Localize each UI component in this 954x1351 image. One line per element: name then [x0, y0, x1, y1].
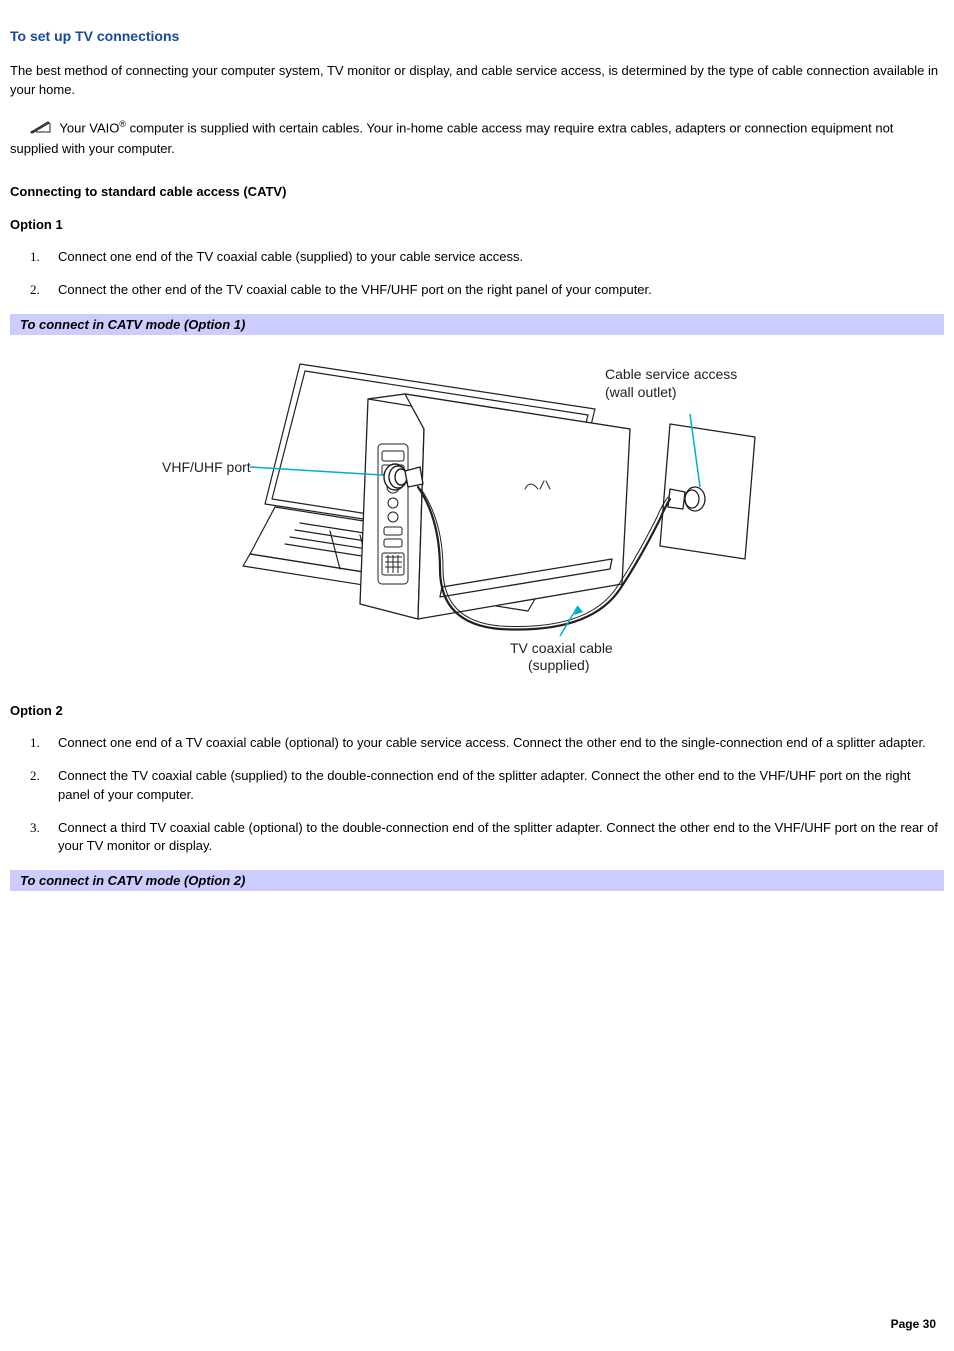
- option1-list: 1. Connect one end of the TV coaxial cabl…: [10, 248, 944, 300]
- list-item: 3.Connect a third TV coaxial cable (opti…: [58, 819, 944, 857]
- diagram-caption-1: To connect in CATV mode (Option 1): [10, 314, 944, 335]
- list-number: 1.: [30, 734, 40, 753]
- list-text: Connect a third TV coaxial cable (option…: [58, 820, 938, 854]
- option1-heading: Option 1: [10, 217, 944, 232]
- diagram1: VHF/UHF port Cable service access (wall …: [130, 339, 824, 674]
- intro-paragraph: The best method of connecting your compu…: [10, 62, 944, 100]
- section-title: To set up TV connections: [10, 28, 944, 44]
- list-item: 1.Connect one end of a TV coaxial cable …: [58, 734, 944, 753]
- option2-list: 1. Connect one end of a TV coaxial cable …: [10, 734, 944, 856]
- registered-mark: ®: [119, 119, 126, 129]
- list-item: 2.Connect the TV coaxial cable (supplied…: [58, 767, 944, 805]
- list-text: Connect the TV coaxial cable (supplied) …: [58, 768, 911, 802]
- page-number: Page 30: [891, 1317, 936, 1331]
- note-paragraph: Your VAIO® computer is supplied with cer…: [10, 118, 944, 159]
- diagram-label-vhf: VHF/UHF port: [162, 459, 251, 475]
- list-item: 2.Connect the other end of the TV coaxia…: [58, 281, 944, 300]
- list-item: 1.Connect one end of the TV coaxial cabl…: [58, 248, 944, 267]
- list-number: 1.: [30, 248, 40, 267]
- list-number: 2.: [30, 281, 40, 300]
- note-text-prefix: Your VAIO: [56, 120, 119, 135]
- list-text: Connect one end of a TV coaxial cable (o…: [58, 735, 926, 750]
- note-text-suffix: computer is supplied with certain cables…: [10, 120, 893, 155]
- list-number: 2.: [30, 767, 40, 786]
- list-text: Connect one end of the TV coaxial cable …: [58, 249, 523, 264]
- diagram-caption-2: To connect in CATV mode (Option 2): [10, 870, 944, 891]
- option2-heading: Option 2: [10, 703, 944, 718]
- diagram-label-coax-l2: (supplied): [528, 657, 589, 673]
- catv-heading: Connecting to standard cable access (CAT…: [10, 184, 944, 199]
- list-text: Connect the other end of the TV coaxial …: [58, 282, 652, 297]
- note-icon: [30, 118, 52, 140]
- diagram-label-wall-l2: (wall outlet): [605, 384, 677, 400]
- diagram-label-wall-l1: Cable service access: [605, 366, 737, 382]
- list-number: 3.: [30, 819, 40, 838]
- diagram1-container: VHF/UHF port Cable service access (wall …: [10, 339, 944, 677]
- diagram-label-coax-l1: TV coaxial cable: [510, 640, 613, 656]
